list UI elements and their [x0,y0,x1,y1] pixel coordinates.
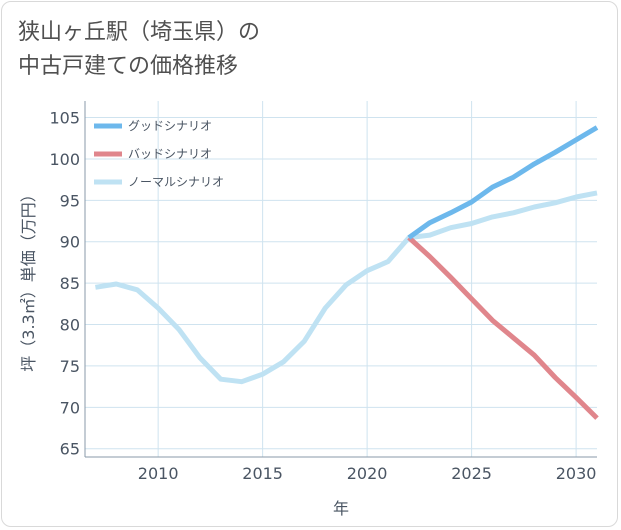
chart-title-line-2: 中古戸建ての価格推移 [18,54,239,79]
tick-labels: 2010 2015 2020 2025 2030 65 70 75 80 85 90 95 100 105 [49,109,596,483]
series-lines [95,125,599,420]
chart-title-line-1: 狭山ヶ丘駅（埼玉県）の [18,20,261,45]
y-tick-label-105: 105 [49,109,80,128]
x-tick-label-2020: 2020 [347,464,388,483]
y-tick-label-75: 75 [60,357,80,376]
y-tick-label-80: 80 [60,316,80,335]
x-tick-label-2025: 2025 [451,464,492,483]
series-line-1 [407,235,599,420]
y-tick-label-85: 85 [60,274,80,293]
x-tick-label-2015: 2015 [242,464,283,483]
chart-title: 狭山ヶ丘駅（埼玉県）の 中古戸建ての価格推移 [18,16,438,84]
y-tick-label-70: 70 [60,398,80,417]
y-tick-label-65: 65 [60,440,80,459]
axes [84,101,597,458]
series-line-0 [407,125,599,240]
x-tick-label-2010: 2010 [138,464,179,483]
y-tick-label-90: 90 [60,233,80,252]
x-axis-title: 年 [333,499,349,518]
y-tick-label-100: 100 [49,150,80,169]
series-line-2 [95,190,598,385]
y-tick-label-95: 95 [60,191,80,210]
legend-label-0: グッドシナリオ [128,119,212,133]
grid-lines [85,101,597,457]
legend-label-2: ノーマルシナリオ [128,175,224,189]
y-axis-title: 坪（3.3㎡）単価（万円） [19,186,38,371]
legend-label-1: バッドシナリオ [128,147,212,161]
x-tick-label-2030: 2030 [556,464,597,483]
